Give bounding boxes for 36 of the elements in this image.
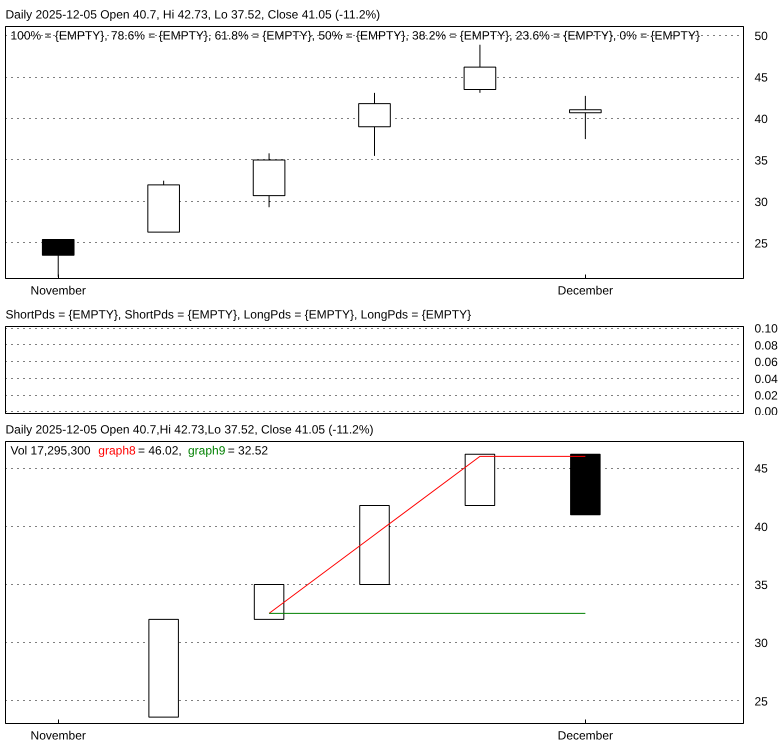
candlestick	[569, 95, 602, 140]
text: graph8	[98, 444, 136, 458]
y-tick-label: 0.02	[754, 388, 778, 403]
y-tick-label: 45	[754, 462, 768, 476]
y-tick-label: 25	[754, 694, 768, 708]
y-tick-label: 45	[754, 70, 768, 85]
y-tick-label: 35	[754, 153, 768, 168]
x-tick-label: November	[30, 284, 86, 298]
candlestick	[147, 180, 180, 233]
bar	[359, 504, 390, 586]
annotation: 100% = {EMPTY}, 78.6% = {EMPTY}, 61.8% = {EMPTY}, 50% = {EMPTY}, 38.2% = {EMPTY}, 23.6% = {EMPTY}, 0% = {EMPTY}	[10, 28, 700, 42]
y-tick-label: 35	[754, 578, 768, 592]
y-tick-label: 30	[754, 194, 768, 209]
y-tick-label: 0.06	[754, 355, 778, 370]
y-tick-label: 40	[754, 520, 768, 534]
annotation: = 46.02,	[138, 444, 182, 458]
y-tick-label: 30	[754, 636, 768, 650]
y-tick-label: 25	[754, 236, 768, 250]
x-tick-label: December	[558, 284, 614, 298]
y-tick-label: 0.04	[754, 372, 778, 386]
y-tick-label: 0.10	[754, 322, 778, 336]
y-tick-label: 0.08	[754, 338, 778, 352]
bar	[254, 584, 284, 620]
candlestick	[464, 44, 496, 94]
annotation: = 32.52	[228, 444, 268, 458]
chart-title: Daily 2025-12-05 Open 40.7, Hi 42.73, Lo 37.52, Close 41.05 (-11.2%)	[6, 8, 380, 22]
text: graph9	[188, 444, 226, 458]
chart-title: ShortPds = {EMPTY}, ShortPds = {EMPTY}, LongPds = {EMPTY}, LongPds = {EMPTY}	[6, 308, 472, 322]
chart-subtitle: Vol 17,295,300	[10, 444, 91, 458]
x-tick-label: November	[30, 728, 86, 742]
x-tick-label: December	[558, 728, 614, 742]
y-tick-label: 50	[754, 29, 768, 44]
bar	[464, 454, 496, 506]
candlestick	[358, 92, 391, 156]
y-tick-label: 40	[754, 112, 768, 126]
chart-title: Daily 2025-12-05 Open 40.7,Hi 42.73,Lo 37.52, Close 41.05 (-11.2%)	[6, 422, 374, 436]
